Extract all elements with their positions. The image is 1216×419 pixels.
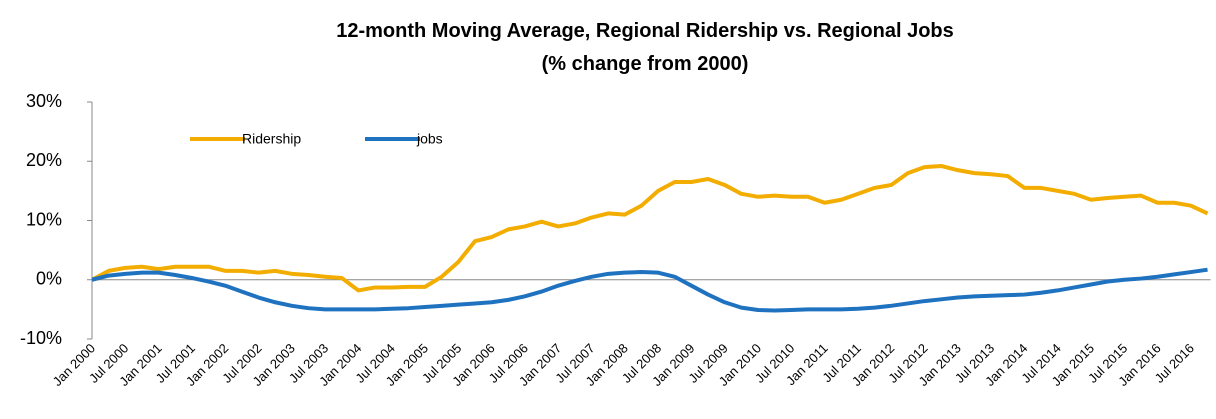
series-line: [91, 163, 1209, 293]
y-tick-label: 0%: [36, 269, 62, 289]
legend-label: Ridership: [242, 131, 301, 147]
y-tick-label: 10%: [26, 209, 62, 229]
legend-label: jobs: [416, 131, 443, 147]
chart-title: 12-month Moving Average, Regional Riders…: [336, 20, 954, 42]
y-tick-label: 30%: [26, 91, 62, 111]
series-line: [91, 267, 1208, 313]
x-tick-label: Jan 2000: [50, 341, 98, 389]
y-tick-label: -10%: [20, 328, 62, 348]
chart-subtitle: (% change from 2000): [542, 53, 749, 75]
y-tick-label: 20%: [26, 150, 62, 170]
